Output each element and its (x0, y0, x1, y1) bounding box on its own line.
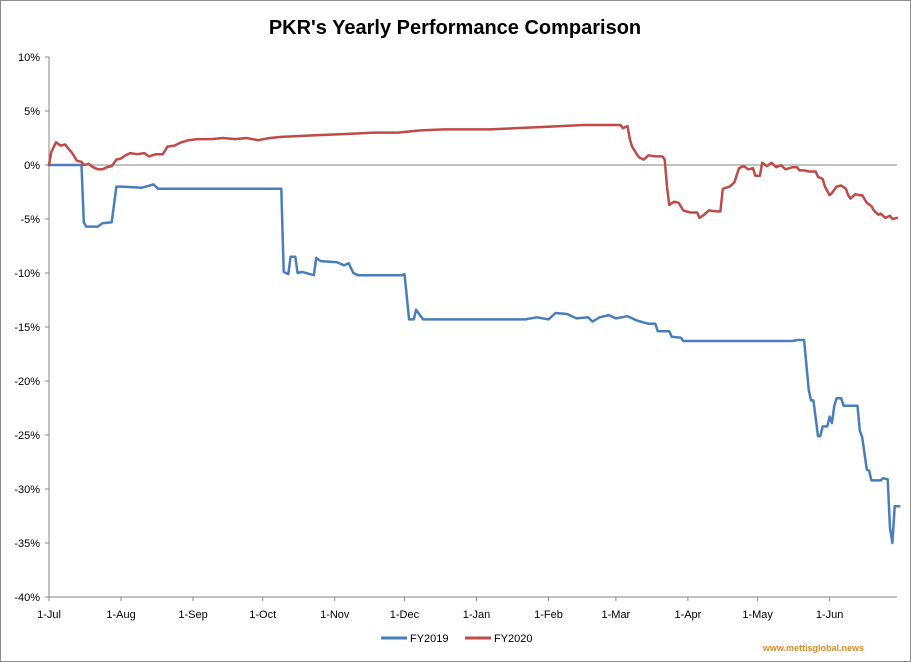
legend-label-fy2020: FY2020 (494, 633, 533, 645)
y-tick-label: -35% (14, 538, 40, 550)
x-tick-label: 1-Sep (178, 609, 207, 621)
y-tick-label: -15% (14, 322, 40, 334)
x-tick-label: 1-Jul (37, 609, 61, 621)
y-tick-label: -5% (20, 214, 40, 226)
y-tick-label: 10% (18, 52, 40, 64)
series-line-fy2019 (47, 163, 901, 545)
x-tick-label: 1-Nov (320, 609, 350, 621)
series-line-fy2020 (47, 123, 899, 221)
x-tick-label: 1-Feb (534, 609, 563, 621)
plot-area: 10% 5% 0% -5% -10% -15% -20% -25% -30% -35% -40% 1-… (14, 52, 901, 621)
x-tick-label: 1-Mar (602, 609, 631, 621)
x-tick-label: 1-May (742, 609, 773, 621)
x-tick-label: 1-Dec (390, 609, 420, 621)
x-tick-label: 1-Oct (249, 609, 276, 621)
y-tick-label: -30% (14, 484, 40, 496)
y-tick-label: -20% (14, 376, 40, 388)
source-watermark: www.mettisglobal.news (762, 643, 864, 653)
y-tick-label: 5% (24, 106, 40, 118)
y-tick-label: 0% (24, 160, 40, 172)
y-tick-label: -25% (14, 430, 40, 442)
legend-label-fy2019: FY2019 (410, 633, 449, 645)
x-tick-label: 1-Jan (463, 609, 491, 621)
legend: FY2019 FY2020 (381, 633, 533, 645)
x-tick-label: 1-Aug (106, 609, 135, 621)
y-tick-label: -40% (14, 592, 40, 604)
x-tick-label: 1-Apr (674, 609, 701, 621)
chart-title: PKR's Yearly Performance Comparison (269, 17, 641, 39)
x-tick-label: 1-Jun (816, 609, 844, 621)
y-tick-label: -10% (14, 268, 40, 280)
